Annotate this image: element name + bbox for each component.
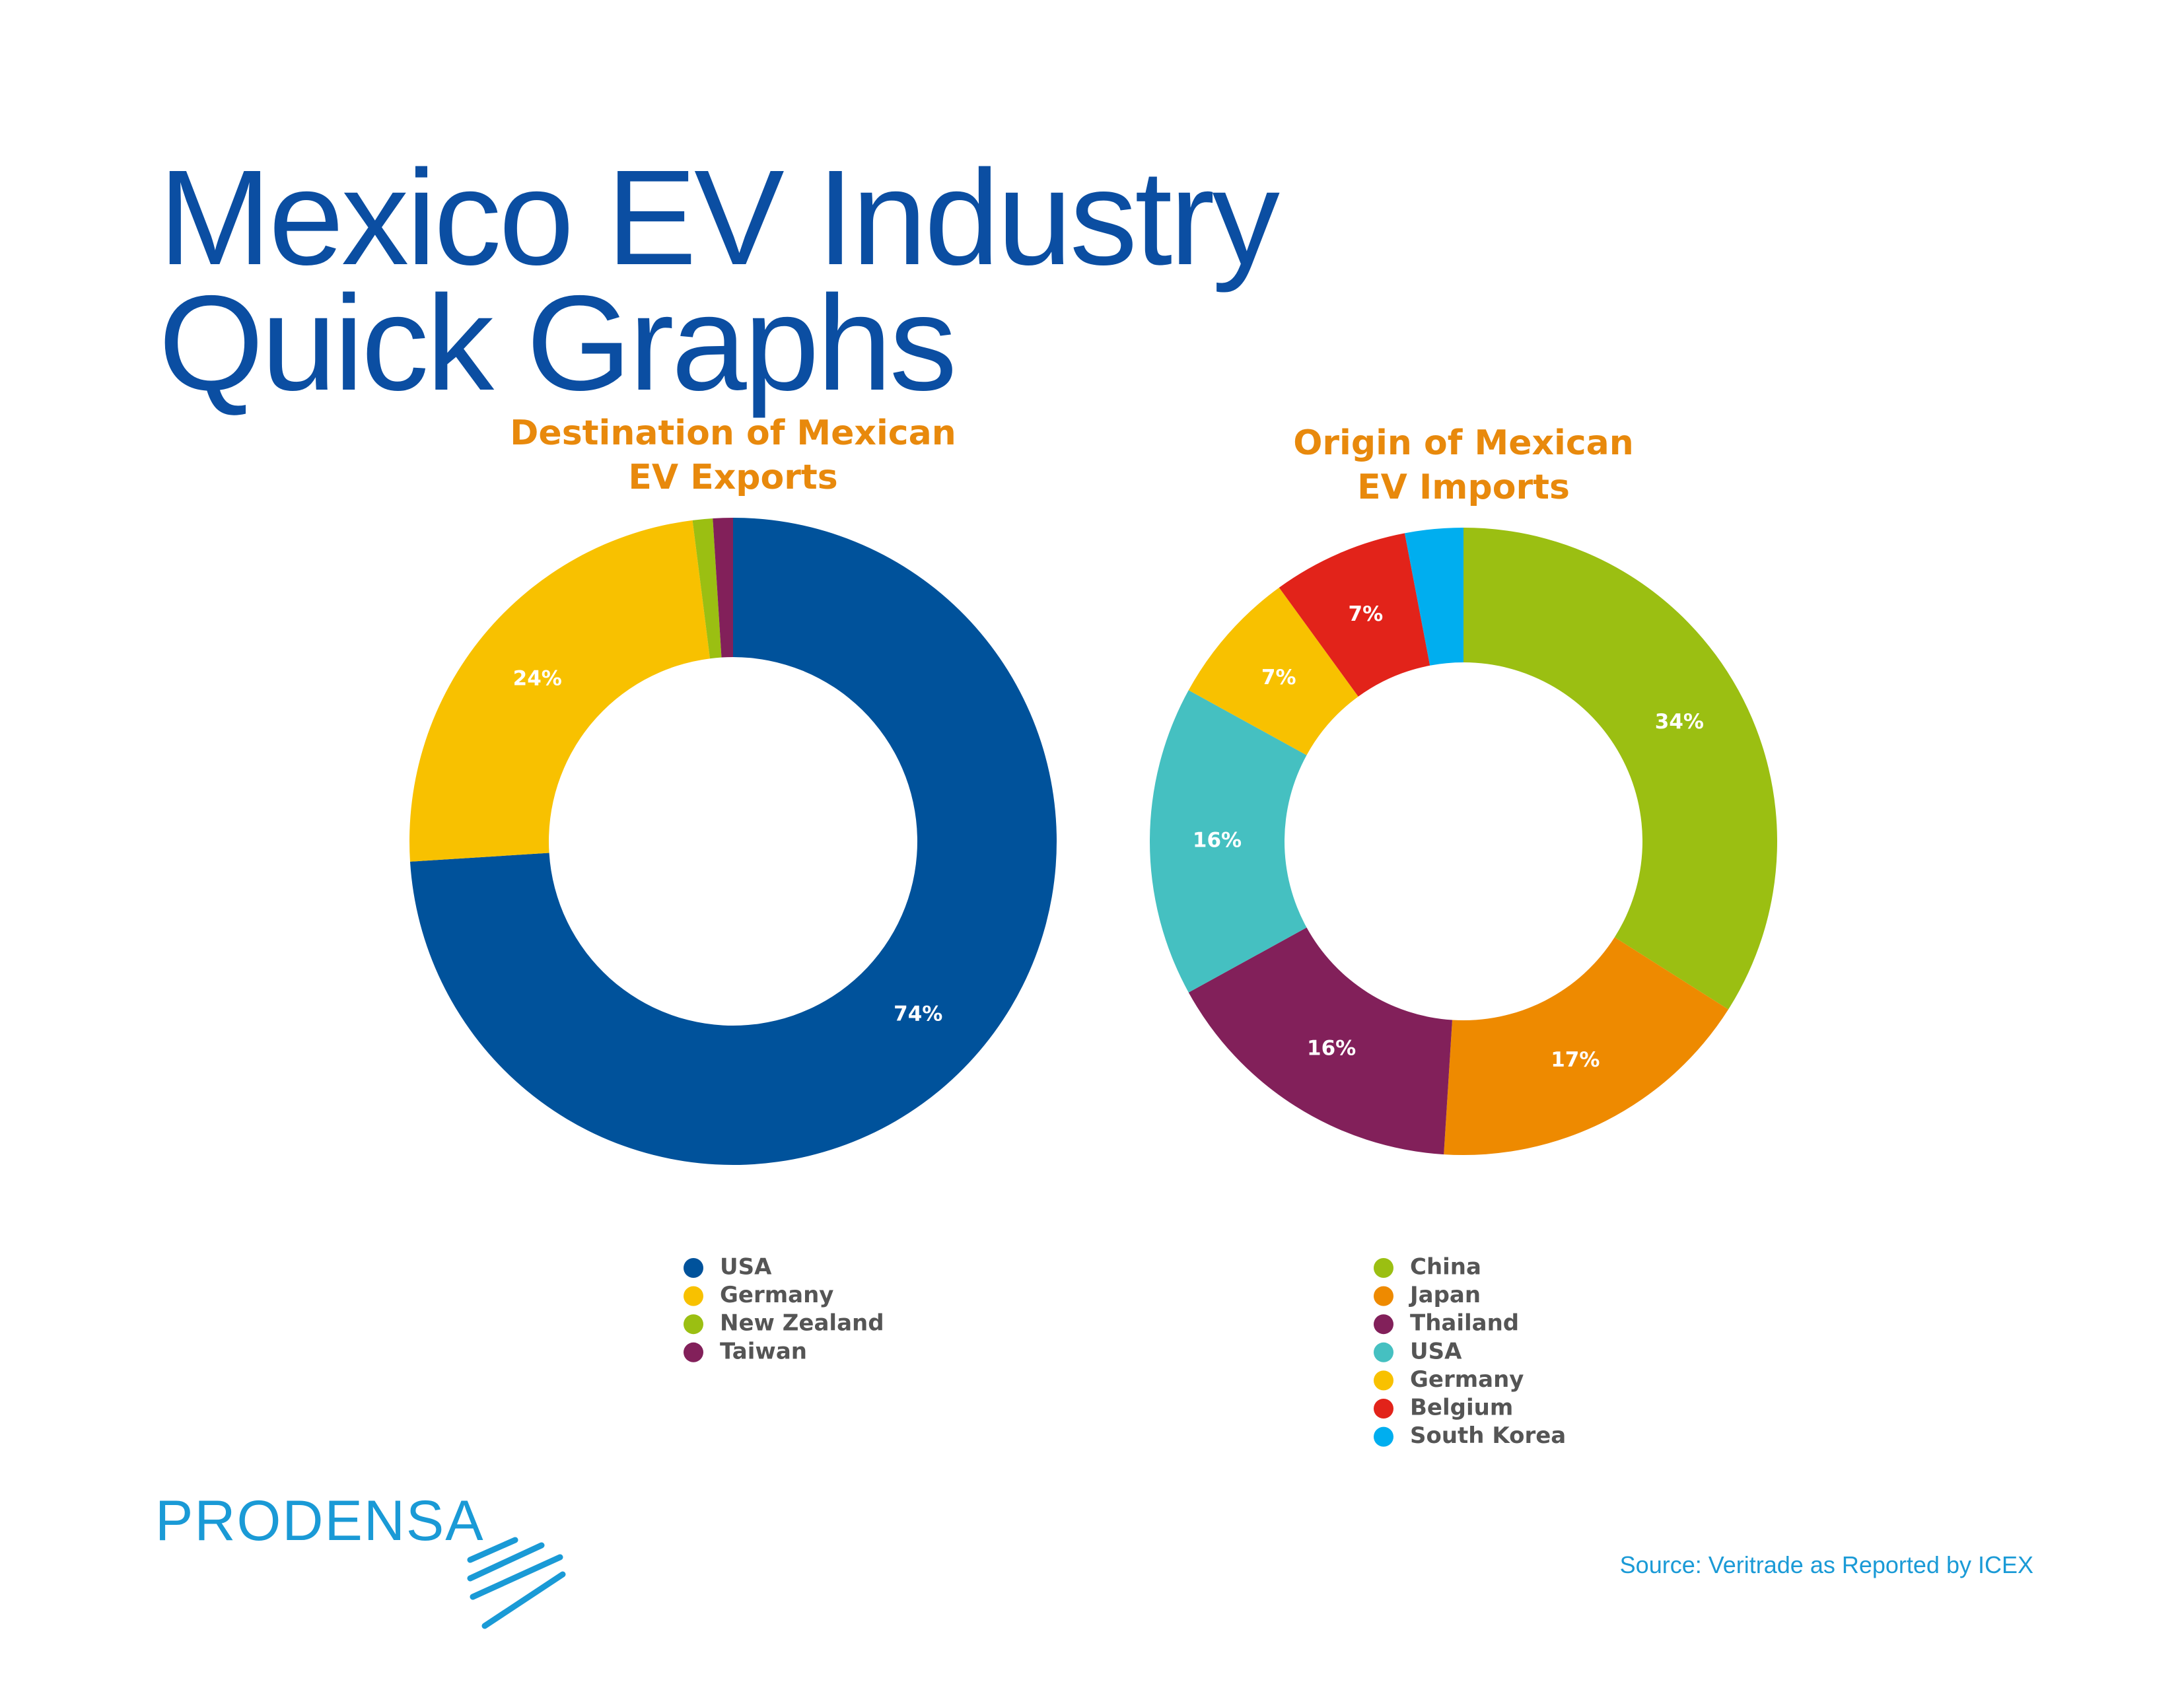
legend-swatch xyxy=(1374,1399,1393,1419)
donut-slice xyxy=(409,518,1057,1165)
value-label: 7% xyxy=(1261,666,1296,689)
legend-label: USA xyxy=(1410,1338,1462,1364)
value-label: 17% xyxy=(1551,1048,1600,1072)
donut-slice xyxy=(713,518,733,658)
legend-label: China xyxy=(1410,1254,1481,1281)
legend-label: New Zealand xyxy=(720,1310,884,1337)
page-title-line: Quick Graphs xyxy=(159,267,954,419)
donut-slice xyxy=(1463,528,1777,1010)
donut-slice xyxy=(1404,528,1463,666)
chart-title: Destination of Mexican xyxy=(510,413,956,453)
legend-swatch xyxy=(1374,1426,1393,1447)
legend-swatch xyxy=(684,1258,703,1278)
legend-label: Thailand xyxy=(1410,1310,1519,1337)
value-label: 16% xyxy=(1307,1036,1356,1060)
legend-swatch xyxy=(1374,1342,1393,1362)
legend-label: USA xyxy=(720,1254,772,1281)
donut-slice xyxy=(692,518,722,659)
value-label: 16% xyxy=(1193,829,1242,853)
legend-label: Belgium xyxy=(1410,1395,1513,1421)
legend-label: Germany xyxy=(1410,1366,1524,1393)
source: Source: Veritrade as Reported by ICEX xyxy=(1620,1551,2033,1578)
chart-title: EV Imports xyxy=(1357,468,1570,507)
value-label: 7% xyxy=(1349,602,1384,626)
donut-slice xyxy=(1149,690,1307,993)
legend-swatch xyxy=(1374,1370,1393,1391)
logo-icon xyxy=(467,1537,566,1629)
logo: PRODENSA xyxy=(155,1489,485,1553)
legend-swatch xyxy=(1374,1314,1393,1335)
donut-slice xyxy=(1279,533,1430,697)
chart-title: Origin of Mexican xyxy=(1293,423,1634,463)
legend-swatch xyxy=(684,1286,703,1306)
legend-label: Taiwan xyxy=(720,1338,807,1364)
legend-swatch xyxy=(684,1342,703,1362)
legend-label: Germany xyxy=(720,1282,833,1308)
value-label: 34% xyxy=(1655,710,1704,734)
legend-swatch xyxy=(1374,1286,1393,1306)
donut-slice xyxy=(409,520,711,862)
legend-label: Japan xyxy=(1409,1282,1481,1308)
legend-swatch xyxy=(684,1314,703,1335)
value-label: 24% xyxy=(513,666,562,690)
chart-title: EV Exports xyxy=(628,458,837,497)
donut-slice xyxy=(1444,937,1729,1155)
donut-slice xyxy=(1188,587,1358,755)
legend-swatch xyxy=(1374,1258,1393,1278)
page-title-line: Mexico EV Industry xyxy=(159,142,1280,293)
legend-label: South Korea xyxy=(1410,1422,1566,1449)
value-label: 74% xyxy=(894,1002,942,1026)
donut-slice xyxy=(1188,927,1452,1155)
